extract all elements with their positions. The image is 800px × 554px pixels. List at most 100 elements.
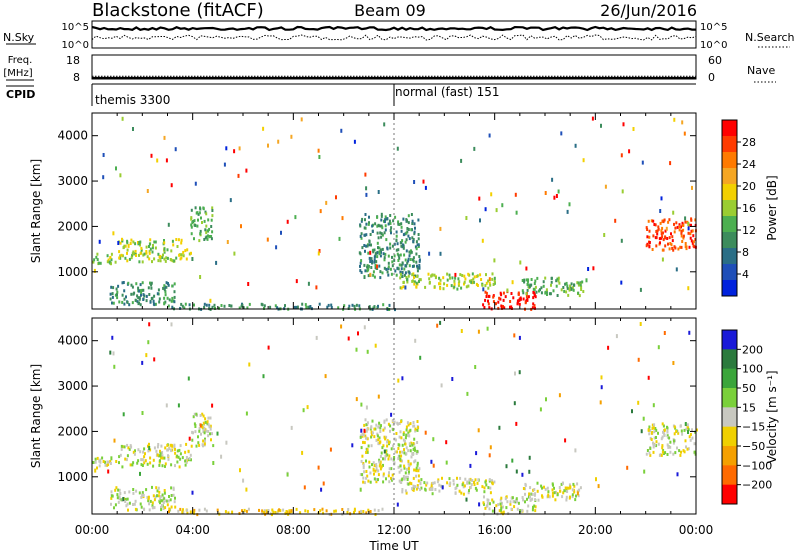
scatter-cell <box>139 251 142 255</box>
scatter-cell <box>553 486 555 490</box>
scatter-cell <box>246 306 249 310</box>
scatter-cell <box>387 457 390 461</box>
scatter-cell <box>424 487 427 491</box>
scatter-cell <box>433 481 436 485</box>
scatter-cell <box>142 293 145 297</box>
scatter-cell <box>460 158 463 163</box>
scatter-cell <box>378 460 381 464</box>
scatter-cell <box>233 251 236 256</box>
scatter-cell <box>647 219 650 223</box>
scatter-cell <box>378 250 381 254</box>
scatter-cell <box>690 229 693 233</box>
scatter-cell <box>407 257 410 261</box>
scatter-cell <box>682 449 685 453</box>
scatter-cell <box>306 405 309 410</box>
scatter-cell <box>369 272 372 277</box>
scatter-cell <box>493 276 496 280</box>
scatter-cell <box>407 214 410 218</box>
scatter-cell <box>658 237 661 241</box>
scatter-cell <box>411 452 414 456</box>
scatter-cell <box>441 476 443 480</box>
scatter-cell <box>449 276 451 280</box>
scatter-cell <box>279 509 282 513</box>
scatter-cell <box>337 306 340 310</box>
scatter-cell <box>238 146 241 151</box>
scatter-cell <box>660 453 663 457</box>
scatter-cell <box>146 255 149 259</box>
scatter-cell <box>448 477 451 481</box>
scatter-cell <box>393 254 396 258</box>
scatter-cell <box>369 260 372 263</box>
scatter-cell <box>462 492 465 496</box>
scatter-cell <box>163 288 166 292</box>
scatter-cell <box>364 269 367 273</box>
scatter-cell <box>161 454 164 458</box>
scatter-cell <box>547 490 550 494</box>
scatter-cell <box>415 252 418 256</box>
scatter-cell <box>178 253 181 257</box>
scatter-cell <box>493 280 496 284</box>
scatter-cell <box>202 444 204 448</box>
scatter-cell <box>359 234 362 238</box>
scatter-cell <box>208 227 211 231</box>
scatter-cell <box>330 306 333 309</box>
scatter-cell <box>203 302 206 306</box>
scatter-cell <box>320 487 323 492</box>
scatter-cell <box>663 218 666 222</box>
scatter-cell <box>302 408 305 413</box>
scatter-cell <box>161 456 164 460</box>
scatter-cell <box>127 508 129 512</box>
scatter-cell <box>525 292 528 296</box>
scatter-cell <box>418 259 421 263</box>
scatter-cell <box>199 414 202 417</box>
scatter-cell <box>472 277 475 281</box>
scatter-cell <box>117 241 120 245</box>
scatter-cell <box>157 486 160 490</box>
scatter-cell <box>645 226 648 230</box>
scatter-cell <box>491 272 494 276</box>
scatter-cell <box>403 253 406 257</box>
scatter-cell <box>204 437 206 441</box>
scatter-cell <box>205 429 208 433</box>
scatter-cell <box>365 436 367 440</box>
scatter-cell <box>659 221 662 225</box>
scatter-cell <box>411 264 414 268</box>
scatter-cell <box>396 266 399 270</box>
scatter-cell <box>190 208 193 212</box>
y-tick-label: 4000 <box>57 129 88 143</box>
scatter-cell <box>315 285 318 290</box>
scatter-cell <box>532 290 535 294</box>
scatter-cell <box>417 233 420 236</box>
scatter-cell <box>203 426 206 430</box>
scatter-cell <box>521 289 524 293</box>
scatter-cell <box>373 258 376 262</box>
scatter-cell <box>137 286 140 290</box>
scatter-cell <box>408 237 411 241</box>
scatter-cell <box>412 239 415 243</box>
scatter-cell <box>136 461 139 465</box>
scatter-cell <box>655 444 658 448</box>
scatter-cell <box>157 443 160 446</box>
scatter-cell <box>413 222 416 226</box>
scatter-cell <box>132 450 135 454</box>
scatter-cell <box>193 422 196 426</box>
scatter-cell <box>397 447 400 450</box>
scatter-cell <box>415 451 418 455</box>
scatter-cell <box>533 304 536 308</box>
scatter-cell <box>130 292 133 296</box>
scatter-cell <box>208 303 211 307</box>
scatter-cell <box>374 263 377 267</box>
scatter-cell <box>550 280 553 284</box>
scatter-cell <box>388 467 391 471</box>
scatter-cell <box>278 508 281 512</box>
scatter-cell <box>124 457 127 461</box>
scatter-cell <box>404 436 407 440</box>
scatter-cell <box>378 421 381 425</box>
scatter-cell <box>418 263 421 267</box>
scatter-cell <box>373 275 376 279</box>
scatter-cell <box>167 282 169 285</box>
scatter-cell <box>672 441 675 445</box>
scatter-cell <box>564 438 567 443</box>
scatter-cell <box>119 492 122 495</box>
